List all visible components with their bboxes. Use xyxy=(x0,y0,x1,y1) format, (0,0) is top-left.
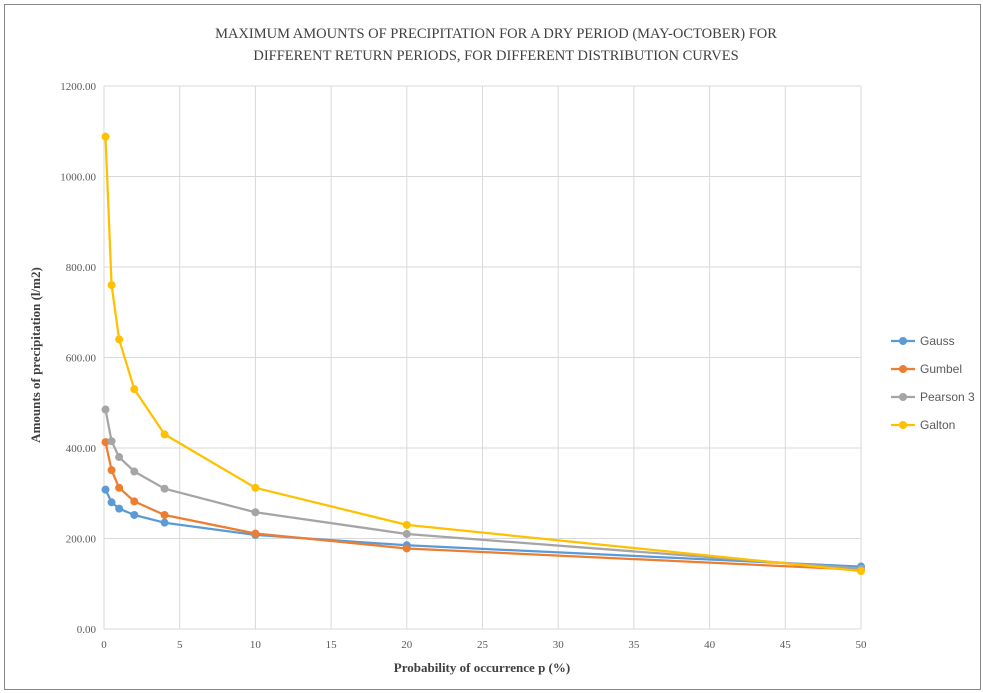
data-point-pearson-3 xyxy=(130,467,139,476)
data-point-gauss xyxy=(130,510,139,519)
data-point-galton xyxy=(251,483,260,492)
x-tick-label: 45 xyxy=(780,639,792,651)
x-tick-label: 0 xyxy=(101,639,107,651)
series-line-pearson-3 xyxy=(104,409,862,570)
data-point-galton xyxy=(857,567,865,576)
y-tick-label: 800.00 xyxy=(66,262,97,274)
x-tick-label: 10 xyxy=(250,639,262,651)
y-tick-label: 600.00 xyxy=(66,353,97,365)
chart-title-line-2: DIFFERENT RETURN PERIODS, FOR DIFFERENT … xyxy=(253,48,738,64)
data-point-galton xyxy=(130,385,139,394)
legend-marker-galton xyxy=(899,421,907,429)
legend-label-pearson-3: Pearson 3 xyxy=(920,390,975,404)
x-tick-label: 5 xyxy=(177,639,183,651)
data-point-gumbel xyxy=(160,510,169,519)
y-tick-label: 400.00 xyxy=(66,443,97,455)
data-point-pearson-3 xyxy=(115,453,124,462)
x-axis-tick-labels: 0 5 10 15 20 25 30 35 40 45 50 xyxy=(101,639,867,651)
x-tick-label: 40 xyxy=(704,639,716,651)
x-axis-title: Probability of occurrence p (%) xyxy=(394,660,570,675)
data-point-pearson-3 xyxy=(251,508,260,517)
x-tick-label: 50 xyxy=(856,639,868,651)
series-line-gauss xyxy=(104,489,862,568)
series-layer xyxy=(101,132,865,576)
legend-marker-pearson-3 xyxy=(899,393,907,401)
data-point-gumbel xyxy=(107,466,116,475)
data-point-pearson-3 xyxy=(101,405,110,414)
chart-title-line-1: MAXIMUM AMOUNTS OF PRECIPITATION FOR A D… xyxy=(215,26,777,42)
data-point-pearson-3 xyxy=(107,437,116,446)
x-tick-label: 25 xyxy=(477,639,489,651)
y-axis-title: Amounts of precipitation (l/m2) xyxy=(28,267,43,443)
data-point-gumbel xyxy=(130,497,139,506)
legend-marker-gauss xyxy=(899,337,907,345)
x-tick-label: 30 xyxy=(553,639,565,651)
x-tick-label: 15 xyxy=(326,639,338,651)
gridlines xyxy=(103,85,862,630)
y-axis-tick-labels: 0.00 200.00 400.00 600.00 800.00 1000.00 1200.… xyxy=(60,81,96,636)
x-tick-label: 20 xyxy=(401,639,413,651)
series-line-gumbel xyxy=(104,441,862,571)
data-point-gauss xyxy=(107,498,116,507)
data-point-galton xyxy=(402,520,411,529)
data-point-pearson-3 xyxy=(160,484,169,493)
data-point-gumbel xyxy=(115,483,124,492)
legend-marker-gumbel xyxy=(899,365,907,373)
data-point-gumbel xyxy=(101,438,110,447)
legend: Gauss Gumbel Pearson 3 Galton xyxy=(891,334,975,432)
y-tick-label: 0.00 xyxy=(77,624,97,636)
data-point-galton xyxy=(101,132,110,141)
data-point-gumbel xyxy=(402,544,411,553)
legend-label-gauss: Gauss xyxy=(920,334,955,348)
data-point-gauss xyxy=(101,485,110,494)
legend-label-galton: Galton xyxy=(920,418,955,432)
y-tick-label: 1200.00 xyxy=(60,81,96,93)
data-point-gumbel xyxy=(251,529,260,538)
y-tick-label: 1000.00 xyxy=(60,172,96,184)
data-point-gauss xyxy=(115,504,124,513)
legend-label-gumbel: Gumbel xyxy=(920,362,962,376)
data-point-gauss xyxy=(160,518,169,527)
series-line-galton xyxy=(104,136,862,573)
data-point-galton xyxy=(115,335,124,344)
x-tick-label: 35 xyxy=(628,639,640,651)
data-point-galton xyxy=(160,430,169,439)
data-point-pearson-3 xyxy=(402,529,411,538)
chart-frame xyxy=(4,4,981,690)
data-point-galton xyxy=(107,281,116,290)
y-tick-label: 200.00 xyxy=(66,534,97,546)
